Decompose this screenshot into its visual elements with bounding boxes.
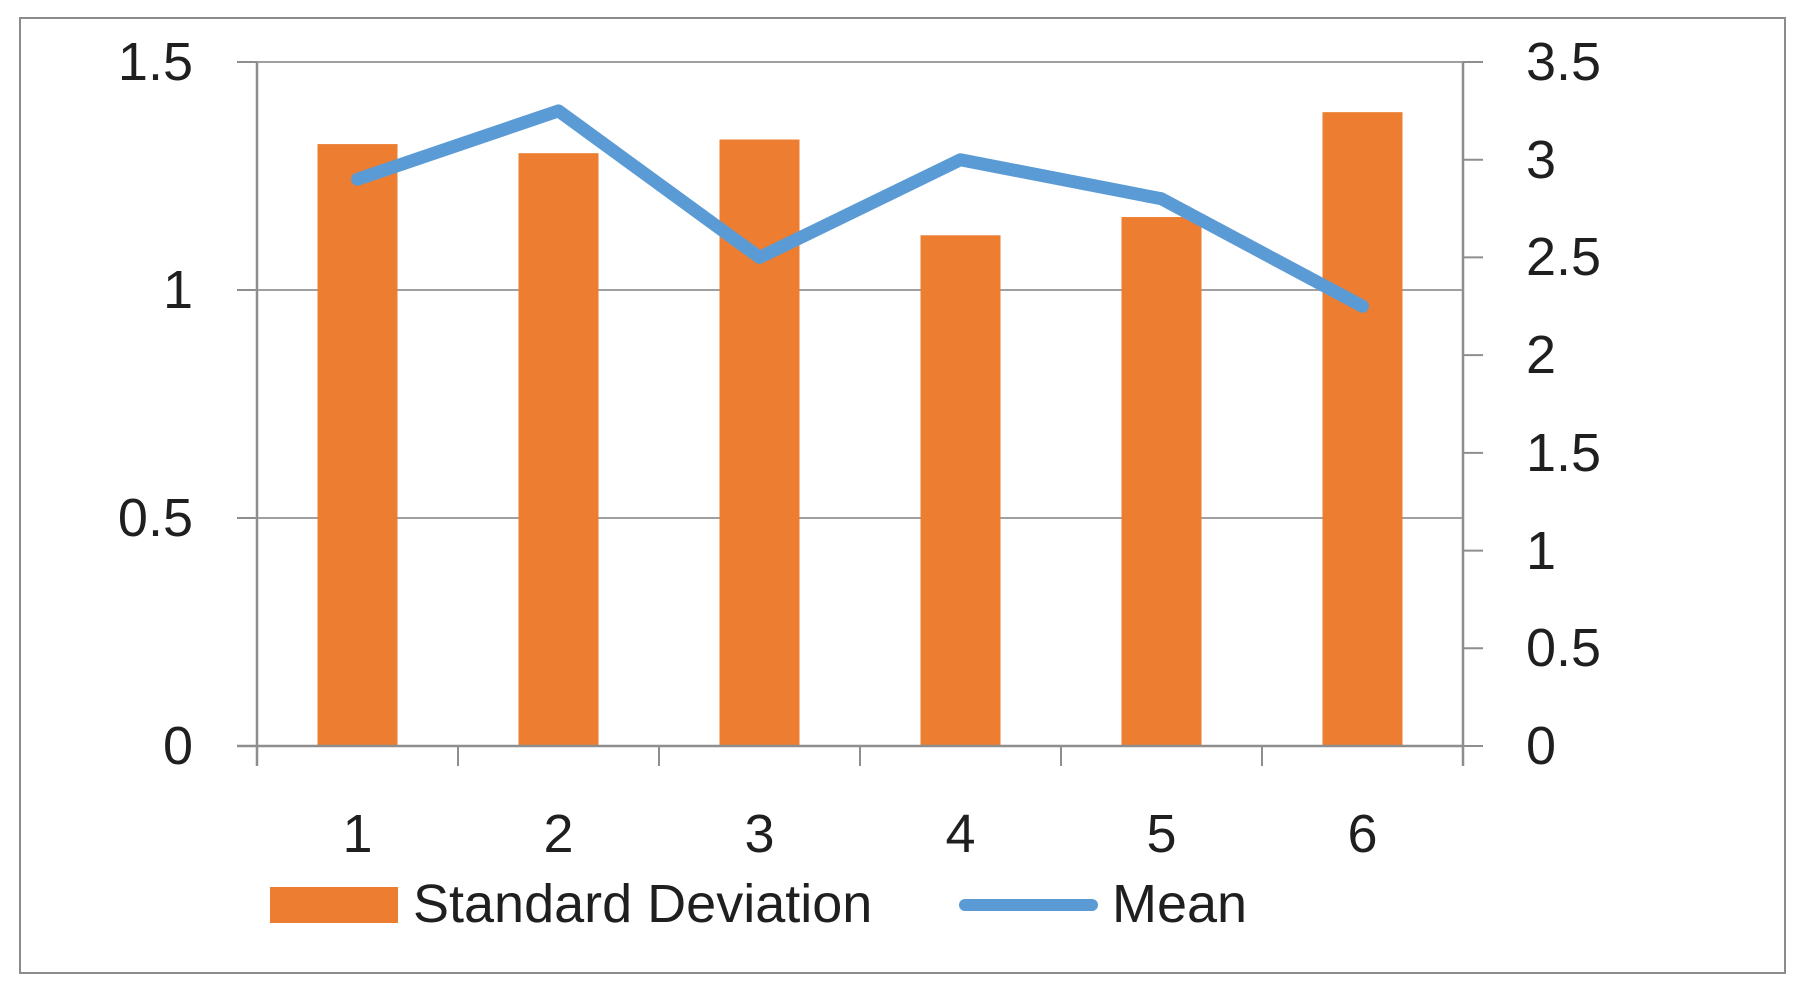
- x-axis-label-6: 6: [1347, 804, 1378, 864]
- axes: [237, 61, 1483, 766]
- left-axis-label-0: 0: [162, 716, 193, 776]
- right-axis-label-3.5: 3.5: [1526, 32, 1602, 92]
- mean-line-swatch-icon: [959, 899, 1098, 911]
- legend-label-mean: Mean: [1112, 874, 1248, 934]
- standard-deviation-swatch-icon: [270, 887, 398, 923]
- bar-standard-deviation-5: [1121, 217, 1202, 747]
- legend: Standard Deviation Mean: [0, 868, 1814, 944]
- chart-border: [19, 17, 1786, 974]
- bar-standard-deviation-1: [317, 144, 398, 746]
- x-axis-label-2: 2: [543, 804, 574, 864]
- right-axis-label-2.5: 2.5: [1526, 227, 1602, 288]
- x-axis-label-1: 1: [342, 804, 373, 864]
- mean-line: [351, 104, 1369, 313]
- right-axis-label-1.5: 1.5: [1526, 422, 1602, 483]
- bar-standard-deviation-4: [920, 235, 1001, 746]
- left-axis-label-1: 1: [162, 260, 193, 320]
- x-axis-label-5: 5: [1146, 804, 1177, 864]
- left-axis-label-0.5: 0.5: [117, 488, 193, 548]
- right-axis-label-2: 2: [1526, 325, 1557, 386]
- right-axis-label-0: 0: [1526, 716, 1557, 776]
- x-axis-label-4: 4: [945, 804, 976, 864]
- right-axis-label-0.5: 0.5: [1526, 618, 1602, 679]
- right-axis-label-3: 3: [1526, 129, 1557, 190]
- gridlines: [257, 61, 1463, 519]
- legend-label-standard-deviation: Standard Deviation: [413, 874, 873, 934]
- left-axis-label-1.5: 1.5: [117, 32, 193, 92]
- bar-standard-deviation-2: [518, 153, 599, 746]
- right-axis-label-1: 1: [1526, 520, 1557, 581]
- x-axis-label-3: 3: [744, 804, 775, 864]
- mean-line-series: [351, 104, 1369, 313]
- bar-standard-deviation-6: [1322, 112, 1403, 746]
